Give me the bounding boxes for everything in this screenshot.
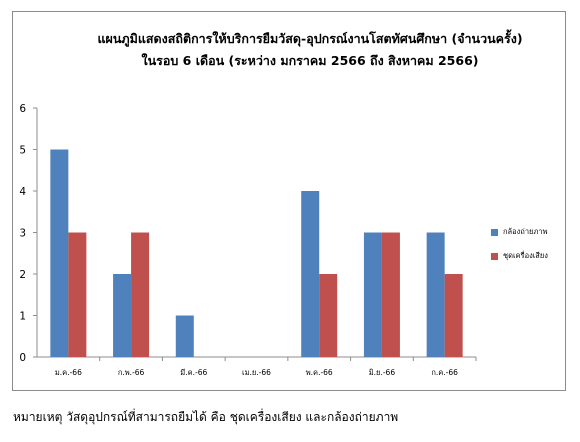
bar-series-1-4 [301, 191, 320, 357]
chart-title-line-1: แผนภูมิแสดงสถิติการให้บริการยืมวัสดุ-อุป… [97, 31, 523, 46]
bar-series-1-2 [175, 315, 194, 357]
footnote: หมายเหตุ วัสดุอุปกรณ์ที่สามารถยืมได้ คือ… [13, 410, 399, 424]
bar-series-1-1 [113, 274, 132, 357]
chart-title-line-2: ในรอบ 6 เดือน (ระหว่าง มกราคม 2566 ถึง ส… [141, 53, 479, 68]
x-tick-label-4: พ.ค.-66 [306, 368, 333, 377]
y-tick-label-6: 6 [19, 103, 26, 115]
legend-label-series-2: ชุดเครื่องเสียง [503, 251, 548, 260]
y-tick-label-1: 1 [19, 311, 26, 323]
x-tick-label-0: ม.ค.-66 [55, 368, 82, 377]
y-tick-label-5: 5 [19, 145, 26, 157]
bar-series-2-0 [68, 232, 87, 357]
x-tick-label-5: มิ.ย.-66 [369, 368, 396, 377]
bar-series-2-5 [381, 232, 400, 357]
bar-series-2-6 [444, 274, 463, 357]
x-tick-label-1: ก.พ.-66 [118, 368, 145, 377]
legend-item-series-1: กล้องถ่ายภาพ [491, 222, 548, 242]
y-tick-label-2: 2 [19, 269, 26, 281]
legend-swatch-series-2 [491, 252, 498, 260]
chart-title: แผนภูมิแสดงสถิติการให้บริการยืมวัสดุ-อุป… [0, 28, 580, 72]
y-tick-label-3: 3 [19, 228, 26, 240]
y-tick-label-4: 4 [19, 186, 26, 198]
y-tick-label-0: 0 [19, 352, 26, 364]
chart-frame [12, 11, 566, 391]
chart-legend: กล้องถ่ายภาพ ชุดเครื่องเสียง [491, 222, 548, 270]
bar-series-2-4 [319, 274, 338, 357]
bar-series-1-6 [426, 232, 445, 357]
legend-swatch-series-1 [491, 228, 498, 236]
legend-item-series-2: ชุดเครื่องเสียง [491, 246, 548, 266]
bar-series-1-0 [50, 149, 69, 357]
bar-series-1-5 [363, 232, 382, 357]
x-tick-label-2: มี.ค.-66 [180, 368, 207, 377]
x-tick-label-6: ก.ค.-66 [431, 368, 458, 377]
x-tick-label-3: เม.ย.-66 [242, 368, 271, 377]
legend-label-series-1: กล้องถ่ายภาพ [503, 227, 548, 236]
bar-series-2-1 [131, 232, 150, 357]
